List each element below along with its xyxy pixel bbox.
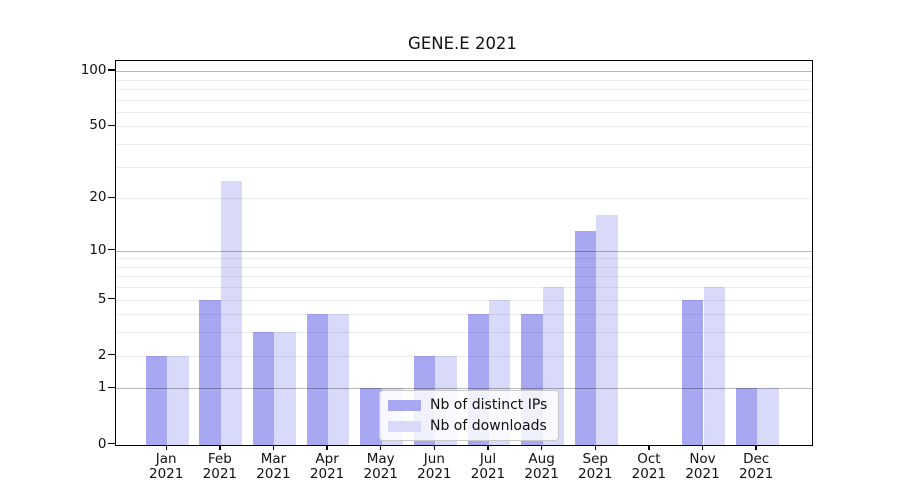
x-tick-label: Oct 2021 [631,450,667,482]
y-tick-label: 10 [89,241,107,258]
gridline-minor [115,266,812,268]
x-tick-mark [433,444,436,450]
y-tick-label: 100 [80,62,107,79]
y-tick-mark [107,196,115,198]
bar-may-distinct-ips [360,388,382,445]
gridline-major [115,71,812,73]
y-tick-label: 50 [89,117,107,134]
gridline-minor [115,258,812,260]
x-tick-mark [540,444,543,450]
gridline-minor [115,314,812,316]
chart-title: GENE.E 2021 [408,34,517,53]
legend: Nb of distinct IPs Nb of downloads [379,390,560,441]
y-tick-mark [107,69,115,71]
bar-mar-downloads [274,332,296,445]
x-tick-label: Dec 2021 [738,450,774,482]
y-tick-mark [107,297,115,300]
x-tick-label: Apr 2021 [309,450,345,482]
y-tick-mark [107,353,115,356]
gridline-minor [115,89,812,90]
legend-row: Nb of downloads [388,418,547,434]
x-tick-label: Mar 2021 [256,450,291,482]
x-tick-mark [701,444,704,450]
x-tick-label: Aug 2021 [524,450,559,482]
bar-jan-downloads [167,355,189,445]
gridline-minor [115,198,812,200]
x-tick-label: Jun 2021 [417,450,452,482]
gridline-major [115,388,812,390]
y-tick-mark [107,248,115,251]
y-tick-label: 0 [97,435,107,452]
bar-sep-distinct-ips [574,231,597,445]
plot-area [114,60,813,446]
x-tick-label: Jan 2021 [149,450,184,482]
gridline-minor [115,299,812,301]
x-tick-mark [755,444,757,450]
bar-dec-downloads [757,388,779,445]
bar-nov-distinct-ips [682,299,704,445]
y-tick-mark [107,124,115,127]
y-tick-mark [107,442,115,445]
legend-label: Nb of downloads [430,418,547,434]
bar-mar-distinct-ips [253,332,275,445]
gridline-minor [115,276,812,278]
bar-dec-distinct-ips [735,388,758,445]
x-tick-mark [219,444,221,450]
y-tick-label: 1 [97,379,107,396]
bar-feb-downloads [220,180,243,445]
bar-nov-downloads [703,287,725,445]
x-tick-label: Sep 2021 [578,450,613,482]
y-tick-label: 5 [97,290,107,307]
x-tick-label: Jul 2021 [470,450,506,482]
gridline-minor [115,126,812,128]
gridline-minor [115,111,812,113]
gridline-minor [115,79,812,81]
gridline-minor [115,99,812,101]
gridline-minor [115,144,812,146]
y-tick-label: 20 [89,189,107,206]
x-tick-mark [326,444,328,450]
gridline-minor [115,332,812,334]
bar-feb-distinct-ips [199,299,221,445]
x-tick-label: Nov 2021 [685,450,720,482]
legend-row: Nb of distinct IPs [388,397,547,413]
x-tick-label: Feb 2021 [202,450,237,482]
x-tick-mark [594,444,596,450]
gridline-minor [115,287,812,289]
legend-label: Nb of distinct IPs [430,397,548,413]
gridline-minor [115,355,812,357]
bar-sep-downloads [596,215,618,445]
x-tick-mark [272,444,275,450]
x-tick-mark [487,444,489,450]
bar-jan-distinct-ips [145,355,168,445]
gridline-minor [115,166,812,168]
gridline-major [115,250,812,252]
y-tick-mark [107,386,115,389]
x-tick-mark [165,444,167,450]
legend-swatch-downloads [388,420,421,432]
legend-swatch-distinct-ips [388,399,421,411]
x-tick-label: May 2021 [363,450,398,482]
x-tick-mark [648,444,650,450]
bar-apr-downloads [328,314,350,445]
x-tick-mark [380,444,382,450]
y-tick-label: 2 [97,346,107,363]
bar-apr-distinct-ips [306,314,329,445]
